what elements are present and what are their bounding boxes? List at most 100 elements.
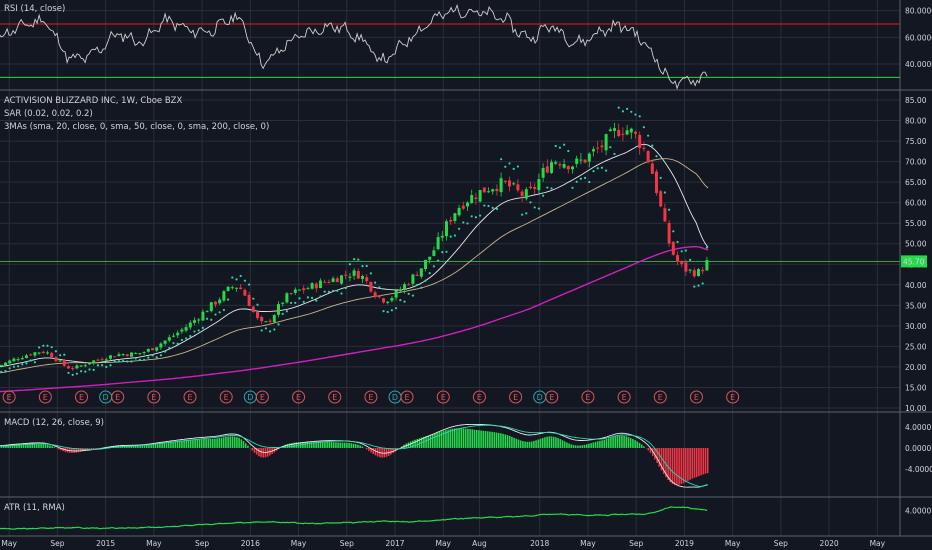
- candle-body: [449, 219, 453, 222]
- event-badge-label: E: [79, 393, 84, 402]
- candle-body: [155, 347, 159, 351]
- time-tick-label: May: [146, 539, 162, 548]
- candle-body: [499, 178, 503, 193]
- time-tick-label: Sep: [50, 539, 64, 548]
- candle-body: [222, 291, 226, 301]
- sar-dot: [122, 359, 125, 363]
- sar-dot: [269, 330, 272, 333]
- candle-body: [109, 355, 113, 359]
- sar-dot: [113, 360, 116, 363]
- sar-dot: [428, 272, 431, 275]
- earnings-badge: [653, 390, 667, 404]
- candle-body: [184, 327, 188, 331]
- sar-dot: [483, 204, 486, 207]
- candle-body: [621, 133, 625, 135]
- candle-body: [688, 269, 692, 271]
- price-axis[interactable]: 80.0000 60.0000 40.0000 85.00 80.00 75.00 70.0…: [901, 7, 932, 516]
- time-tick-label: Sep: [774, 539, 788, 548]
- candle-body: [83, 365, 87, 367]
- candle-body: [243, 289, 247, 296]
- sar-dot: [273, 328, 276, 331]
- time-tick-label: 2020: [820, 539, 839, 548]
- rsi-panel[interactable]: [0, 3, 900, 90]
- sar-dot: [558, 146, 562, 149]
- macd-panel[interactable]: [0, 423, 709, 488]
- candle-body: [260, 316, 264, 322]
- sar-dot: [512, 167, 515, 170]
- candle-body: [520, 191, 524, 197]
- sar-dot: [33, 361, 37, 364]
- sar-dot: [474, 216, 478, 219]
- candle-body: [151, 348, 155, 351]
- candle-body: [684, 262, 688, 272]
- atr-panel[interactable]: [0, 506, 708, 530]
- sar-dot: [210, 318, 213, 321]
- sar-dot: [378, 286, 381, 289]
- sar-dot: [437, 259, 440, 262]
- candle-body: [138, 353, 142, 355]
- sar-dot: [495, 207, 499, 210]
- last-price-tag: [901, 255, 927, 268]
- candle-body: [218, 299, 222, 304]
- sar-dot: [521, 213, 524, 216]
- price-panel[interactable]: [0, 106, 900, 393]
- sar-label[interactable]: SAR (0.02, 0.02, 0.2): [4, 109, 93, 119]
- candle-body: [583, 159, 587, 163]
- sar-dot: [323, 290, 326, 293]
- candle-body: [50, 352, 54, 358]
- sar-dot: [399, 299, 402, 302]
- ma-line: [0, 143, 709, 368]
- candle-body: [205, 311, 209, 313]
- sar-dot: [579, 177, 583, 180]
- sar-dot: [630, 110, 633, 113]
- candle-body: [348, 276, 352, 278]
- price-tick-label: 65.00: [905, 178, 927, 187]
- candle-body: [659, 191, 663, 207]
- price-tick-label: 55.00: [905, 219, 927, 228]
- sar-dot: [340, 292, 343, 295]
- candle-body: [306, 288, 310, 290]
- candle-body: [37, 352, 41, 354]
- ma-line: [0, 245, 709, 393]
- macd-label: MACD (12, 26, close, 9): [4, 418, 104, 428]
- candle-body: [369, 281, 373, 292]
- candle-body: [201, 311, 205, 321]
- candle-body: [356, 271, 360, 279]
- sar-dot: [390, 309, 394, 312]
- sar-dot: [584, 176, 587, 179]
- candle-body: [256, 311, 260, 319]
- candle-body: [554, 162, 558, 164]
- sar-dot: [298, 297, 301, 300]
- event-badge-label: E: [405, 393, 410, 402]
- candle-body: [264, 321, 268, 323]
- sar-dot: [613, 152, 616, 156]
- signal-line: [0, 424, 708, 487]
- candle-body: [596, 147, 600, 149]
- atr-label: ATR (11, RMA): [4, 503, 65, 513]
- sar-dot: [126, 360, 129, 363]
- event-badge-label: E: [43, 393, 48, 402]
- earnings-badge: [545, 390, 559, 404]
- candle-body: [650, 163, 654, 174]
- candle-body: [508, 180, 512, 187]
- sar-dot: [668, 208, 671, 211]
- sar-dot: [155, 356, 158, 359]
- earnings-badge: [111, 390, 125, 404]
- candle-body: [277, 304, 281, 315]
- price-tick-label: 25.00: [905, 342, 927, 351]
- candle-body: [571, 166, 575, 170]
- price-tick-label: 35.00: [905, 301, 927, 310]
- sar-dot: [302, 300, 305, 303]
- mas-label[interactable]: 3MAs (sma, 20, close, 0, sma, 50, close,…: [4, 122, 270, 132]
- price-tick-label: 10.00: [905, 404, 927, 413]
- sar-dot: [193, 330, 196, 333]
- candle-body: [92, 360, 96, 364]
- candle-body: [386, 301, 390, 303]
- symbol-title[interactable]: ACTIVISION BLIZZARD INC, 1W, Cboe BZX: [4, 96, 183, 106]
- candle-body: [604, 134, 608, 151]
- sar-dot: [29, 359, 32, 362]
- time-axis[interactable]: May Sep 2015 May Sep 2016 May Sep 2017 May Aug 2018…: [1, 539, 885, 548]
- sar-dot: [491, 206, 494, 209]
- candle-body: [104, 359, 108, 361]
- sar-dot: [529, 201, 532, 204]
